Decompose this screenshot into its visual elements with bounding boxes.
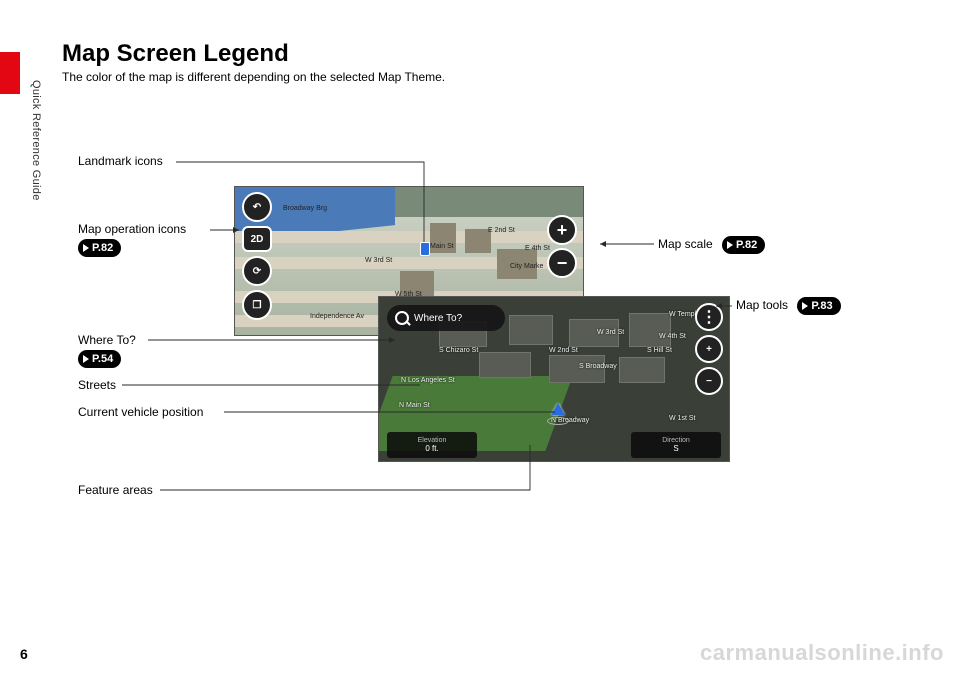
street-label: W 3rd St <box>597 329 624 336</box>
street-label: E 2nd St <box>488 227 515 234</box>
direction-label: Direction <box>662 437 690 444</box>
refresh-icon[interactable]: ⟳ <box>242 256 272 286</box>
street-label: S Chizaro St <box>439 347 478 354</box>
building <box>509 315 553 345</box>
direction-value: S <box>673 444 678 453</box>
elevation-label: Elevation <box>418 437 447 444</box>
landmark-marker <box>420 242 430 256</box>
zoom-out-icon[interactable]: − <box>695 367 723 395</box>
zoom-out-icon[interactable]: − <box>547 248 577 278</box>
page-ref: P.83 <box>797 297 840 315</box>
street-label: Main St <box>430 243 454 250</box>
map-scale-icons: + − <box>547 215 577 278</box>
street-label: Independence Av <box>310 313 364 320</box>
street-label: W 1st St <box>669 415 695 422</box>
back-icon[interactable]: ↶ <box>242 192 272 222</box>
label-map-tools: Map tools P.83 <box>736 297 841 315</box>
building <box>479 352 531 378</box>
menu-icon[interactable] <box>695 303 723 331</box>
layers-icon[interactable]: ❐ <box>242 290 272 320</box>
watermark: carmanualsonline.info <box>700 640 944 666</box>
building <box>619 357 665 383</box>
page-ref: P.54 <box>78 350 121 368</box>
page-subtitle: The color of the map is different depend… <box>62 70 445 84</box>
road <box>235 231 583 243</box>
label-where-to: Where To? P.54 <box>78 333 136 368</box>
page-title: Map Screen Legend <box>62 40 289 68</box>
where-to-search[interactable]: Where To? <box>387 305 505 331</box>
street-label: N Main St <box>399 402 430 409</box>
street-label: S Hill St <box>647 347 672 354</box>
building <box>629 313 671 347</box>
street-label: W 2nd St <box>549 347 578 354</box>
page-ref: P.82 <box>78 239 121 257</box>
label-map-ops: Map operation icons P.82 <box>78 222 186 257</box>
street-label: City Marke <box>510 263 543 270</box>
view-mode-icon[interactable]: 2D <box>242 226 272 252</box>
label-streets: Streets <box>78 378 116 392</box>
direction-tile[interactable]: Direction S <box>631 432 721 458</box>
street-label: S Broadway <box>579 363 617 370</box>
elevation-tile[interactable]: Elevation 0 ft. <box>387 432 477 458</box>
search-icon <box>395 311 409 325</box>
zoom-in-icon[interactable]: + <box>547 215 577 245</box>
vehicle-ring <box>547 417 569 425</box>
street-label: N Los Angeles St <box>401 377 455 384</box>
label-landmark: Landmark icons <box>78 154 163 168</box>
zoom-in-icon[interactable]: + <box>695 335 723 363</box>
page-number: 6 <box>20 646 28 662</box>
street-label: Broadway Brg <box>283 205 327 212</box>
street-label: W 3rd St <box>365 257 392 264</box>
map-operation-icons: ↶ 2D ⟳ ❐ <box>242 192 272 320</box>
label-map-scale: Map scale P.82 <box>658 236 765 254</box>
elevation-value: 0 ft. <box>425 444 438 453</box>
label-feature: Feature areas <box>78 483 153 497</box>
chapter-tab <box>0 52 20 94</box>
search-placeholder: Where To? <box>414 313 462 324</box>
vehicle-marker <box>551 403 565 415</box>
label-cvp: Current vehicle position <box>78 405 203 419</box>
sidebar-section: Quick Reference Guide <box>30 80 42 201</box>
map-screenshot-2: N Los Angeles St S Chizaro St N Main St … <box>378 296 730 462</box>
page-ref: P.82 <box>722 236 765 254</box>
street-label: W 4th St <box>659 333 686 340</box>
map-tools: + − <box>695 303 723 395</box>
